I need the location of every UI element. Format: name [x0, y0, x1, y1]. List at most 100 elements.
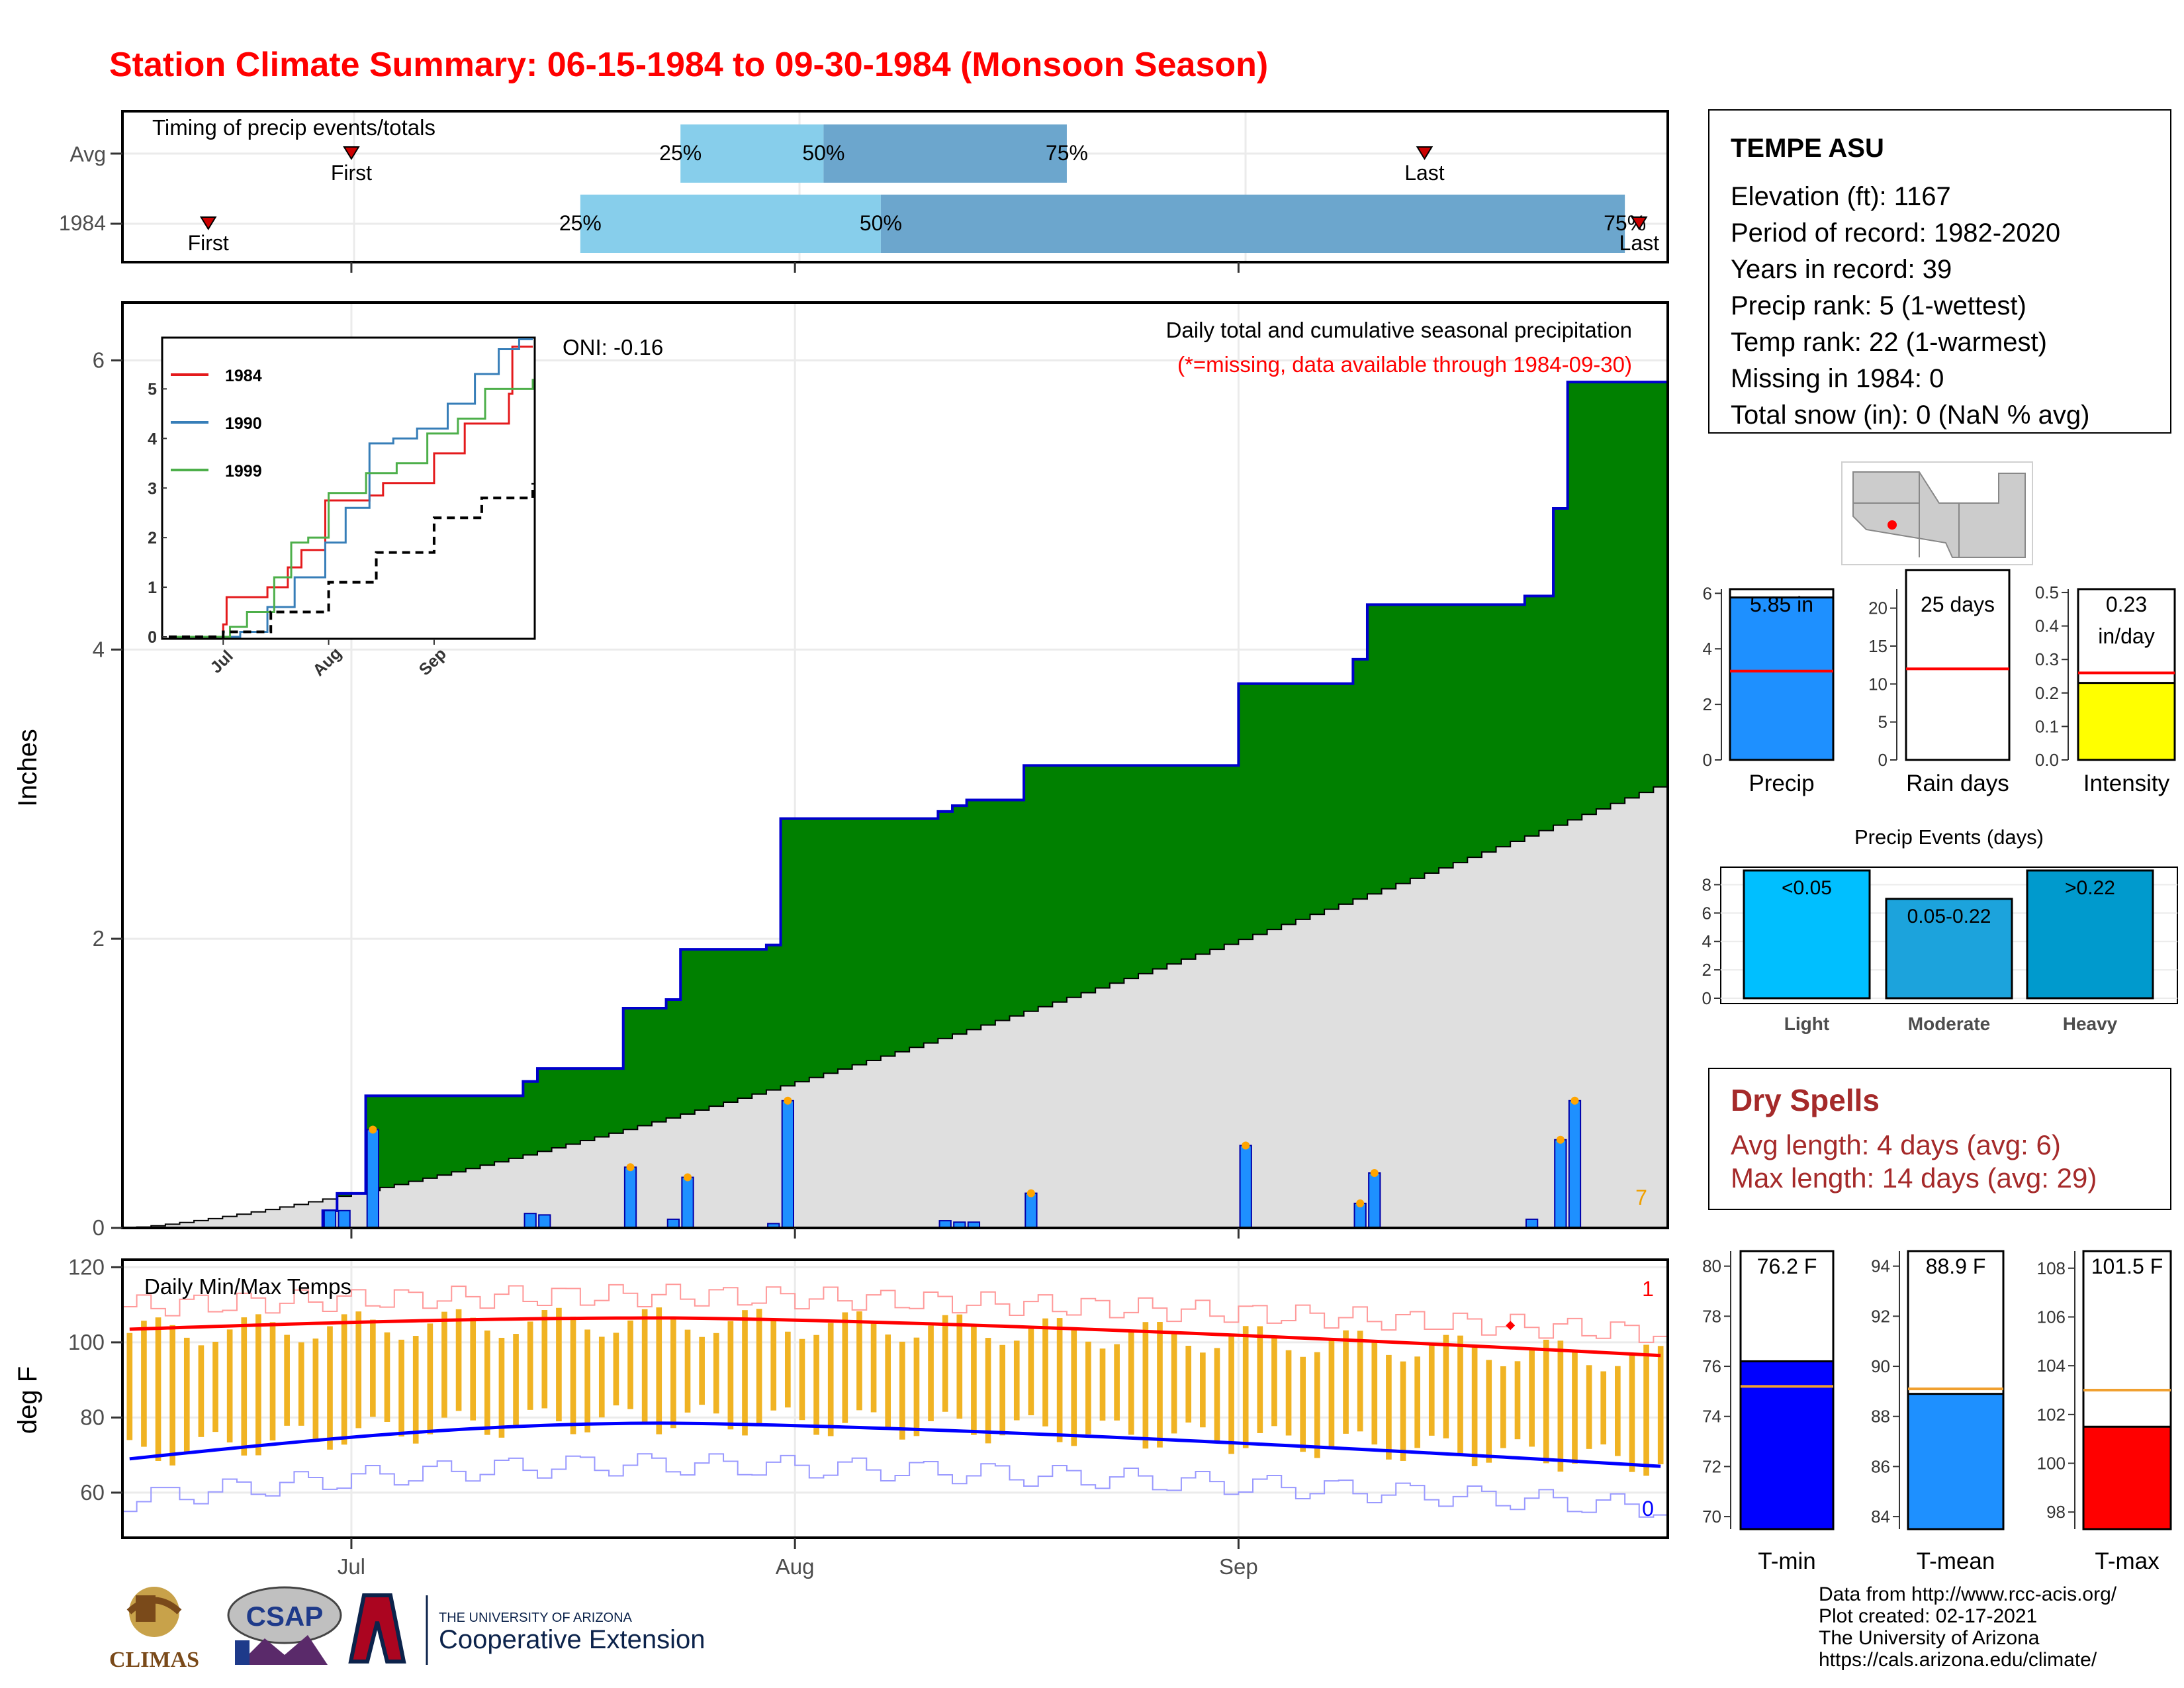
inset-legend: 1984 1990 1999 [171, 367, 262, 481]
panel-value-label: 5.85 in [1750, 592, 1813, 616]
daily-temp-bar [1543, 1339, 1549, 1464]
daily-temp-bar [670, 1316, 676, 1429]
daily-temp-bar [1514, 1361, 1521, 1440]
heavy-event-marker [1356, 1199, 1365, 1207]
events-y-tick-label: 4 [1702, 931, 1711, 951]
daily-temp-bar [842, 1312, 848, 1423]
daily-temp-bar [541, 1310, 548, 1409]
x-tick-label: Aug [776, 1554, 815, 1579]
panel-y-tick-label: 74 [1702, 1407, 1721, 1427]
daily-temp-bar [1042, 1318, 1048, 1427]
daily-temp-bar [527, 1321, 533, 1410]
events-title: Precip Events (days) [1854, 825, 2044, 849]
timing-title: Timing of precip events/totals [152, 115, 435, 140]
heavy-event-marker [684, 1173, 692, 1182]
csap-logo: CSAP [227, 1586, 342, 1665]
daily-temp-bar [341, 1314, 347, 1445]
normal-precip-area [122, 786, 1668, 1229]
location-map [1841, 461, 2033, 565]
daily-temp-bar [1242, 1326, 1249, 1448]
daily-temp-bar [1586, 1365, 1592, 1449]
daily-temp-bar [971, 1324, 977, 1435]
daily-temp-bar [899, 1341, 905, 1440]
daily-temp-bar [1028, 1329, 1034, 1415]
daily-temp-bar [1328, 1340, 1335, 1448]
daily-temp-bar [513, 1334, 519, 1425]
daily-temp-bar [999, 1344, 1005, 1436]
avg-tmax-line [129, 1316, 1661, 1358]
panel-t-min: 70 72 74 76 78 80 76.2 F T-min [1702, 1250, 1835, 1574]
panel-y-tick-label: 90 [1871, 1356, 1890, 1376]
daily-temp-bar [1428, 1344, 1435, 1436]
daily-precip-bar [1239, 1145, 1252, 1229]
inset-y-tick-label: 1 [148, 579, 157, 597]
daily-precip-bar [338, 1209, 351, 1229]
daily-temp-bar [498, 1337, 505, 1438]
station-period: Period of record: 1982-2020 [1731, 218, 2061, 248]
daily-temp-bar [141, 1321, 147, 1447]
events-panel: Precip Events (days) 0 2 4 6 8 <0.05 Light 0.05… [1702, 825, 2178, 1034]
daily-temp-bar [570, 1316, 576, 1434]
daily-temp-bar [1557, 1340, 1564, 1472]
heavy-event-marker [1556, 1135, 1565, 1144]
panel-y-tick-label: 70 [1702, 1507, 1721, 1526]
daily-temp-bar [1471, 1346, 1478, 1466]
daily-temp-bar [598, 1336, 605, 1418]
daily-temp-bar [1200, 1352, 1206, 1428]
daily-temp-bar [1414, 1356, 1420, 1448]
events-bar-moderate [1885, 898, 2013, 1000]
daily-temp-bar [641, 1309, 648, 1425]
inset-legend-1984: 1984 [225, 367, 262, 385]
daily-temp-bar [1343, 1330, 1349, 1434]
temp-y-tick-label: 100 [68, 1330, 105, 1354]
temp-y-tick-label: 80 [80, 1405, 105, 1429]
daily-temp-bar [913, 1337, 920, 1436]
dry-spells-max: Max length: 14 days (avg: 29) [1731, 1162, 2097, 1194]
panel-value-bar [2077, 682, 2176, 761]
precip-ylabel: Inches [13, 729, 42, 807]
inset-y-tick-label: 4 [148, 430, 157, 448]
heavy-event-marker [369, 1125, 377, 1134]
x-tick-label: Sep [1219, 1554, 1258, 1579]
panel-intensity: 0.0 0.1 0.2 0.3 0.4 0.5 0.23 in/day Intensity [2035, 583, 2176, 796]
daily-temp-bar [1128, 1332, 1134, 1435]
panel-y-tick-label: 84 [1871, 1507, 1890, 1526]
daily-temp-bar [985, 1338, 991, 1444]
x-tick-label: Jul [338, 1554, 365, 1579]
station-missing: Missing in 1984: 0 [1731, 364, 1944, 393]
daily-temp-bar [827, 1323, 834, 1436]
panel-y-tick-label: 80 [1702, 1256, 1721, 1276]
panel-y-tick-label: 0.4 [2035, 616, 2059, 636]
daily-precip-bar [781, 1100, 794, 1229]
daily-temp-bar [1500, 1366, 1506, 1448]
temp-y-tick-label: 120 [68, 1254, 105, 1279]
daily-temp-bar [126, 1333, 133, 1440]
panel-y-tick-label: 0 [1878, 750, 1888, 770]
panel-y-tick-label: 0.2 [2035, 683, 2059, 703]
dry-spells-title: Dry Spells [1731, 1083, 1880, 1117]
daily-temp-bar [398, 1339, 404, 1437]
panel-y-tick-label: 10 [1868, 674, 1888, 694]
daily-temp-bar [441, 1311, 447, 1418]
events-bar-label: 0.05-0.22 [1907, 906, 1991, 927]
daily-precip-bar [538, 1214, 551, 1229]
daily-temp-bar [370, 1319, 376, 1417]
panel-value-label: 76.2 F [1757, 1254, 1817, 1278]
panel-value-bar [1729, 596, 1835, 761]
panel-y-tick-label: 92 [1871, 1306, 1890, 1326]
missing-note: (*=missing, data available through 1984-… [1177, 352, 1632, 377]
timing-row-avg: Avg [69, 142, 106, 166]
precip-y-tick-label: 0 [93, 1215, 105, 1240]
precip-panel: 0 2 4 6 Inches ONI: -0.16 Daily total and c… [13, 301, 1669, 1240]
dry-spells-box: Dry Spells Avg length: 4 days (avg: 6) M… [1708, 1068, 2171, 1210]
panel-y-tick-label: 15 [1868, 636, 1888, 656]
events-category-label: Heavy [2063, 1013, 2118, 1034]
panel-y-tick-label: 0.1 [2035, 716, 2059, 736]
panel-y-tick-label: 72 [1702, 1456, 1721, 1476]
last-label: Last [1404, 161, 1445, 185]
precip-legend-title: Daily total and cumulative seasonal prec… [1166, 318, 1632, 342]
last-label: Last [1619, 231, 1660, 255]
